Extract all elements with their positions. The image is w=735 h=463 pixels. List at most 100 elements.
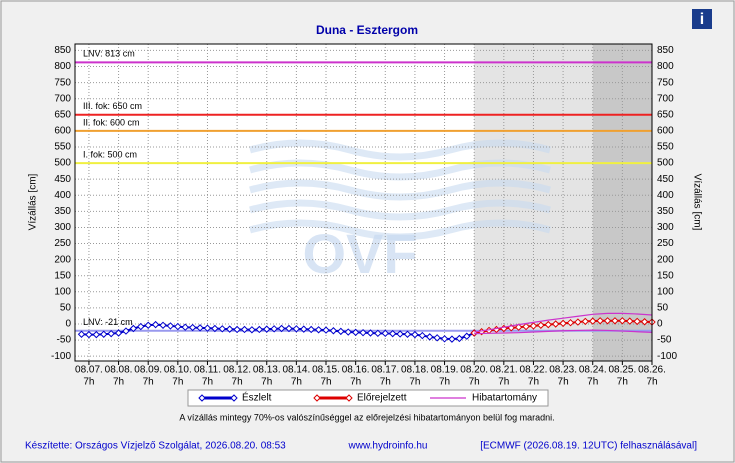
data-point	[537, 321, 545, 329]
note: A vízállás mintegy 70%-os valószínűségge…	[179, 412, 554, 422]
y-tick-label: 650	[54, 109, 71, 120]
footer-author: Készítette: Országos Vízjelző Szolgálat,…	[25, 441, 286, 452]
data-point	[255, 325, 264, 334]
y-tick-label: 0	[65, 319, 71, 330]
y-tick-label: 750	[54, 77, 71, 88]
y-tick-label: 150	[54, 270, 71, 281]
data-point	[411, 330, 419, 339]
data-point	[589, 317, 597, 325]
chart-title: Duna - Esztergom	[316, 23, 418, 37]
error-band-lower	[474, 329, 653, 335]
y2-tick-label: 250	[657, 238, 674, 249]
x-tick-label: 08.13.	[253, 365, 281, 376]
data-point	[603, 317, 612, 325]
legend-marker	[230, 394, 238, 402]
x-tick-sublabel: 7h	[172, 377, 183, 388]
data-point	[433, 334, 441, 342]
data-point	[626, 317, 634, 325]
y2-axis-label: Vízállás [cm]	[691, 174, 702, 231]
y2-tick-label: 850	[657, 45, 674, 56]
y-tick-label: 850	[54, 45, 71, 56]
y2-tick-label: 750	[657, 77, 674, 88]
legend	[187, 389, 549, 407]
data-point	[329, 327, 338, 335]
reference-label: LNV: 813 cm	[83, 49, 135, 59]
legend-label: Hibatartomány	[472, 393, 537, 404]
x-tick-sublabel: 7h	[232, 377, 243, 388]
x-tick-sublabel: 7h	[320, 377, 331, 388]
data-point	[618, 317, 627, 325]
legend-marker	[198, 394, 206, 402]
data-point	[285, 324, 293, 333]
y2-tick-label: 400	[657, 190, 674, 201]
y-tick-label: 300	[54, 222, 71, 233]
data-point	[92, 330, 101, 339]
x-tick-label: 08.07.	[75, 365, 103, 376]
data-point	[129, 324, 138, 333]
data-point	[440, 335, 449, 343]
x-tick-sublabel: 7h	[113, 377, 124, 388]
data-point	[388, 329, 397, 338]
x-tick-sublabel: 7h	[350, 377, 361, 388]
reference-label: III. fok: 650 cm	[83, 101, 142, 111]
x-tick-sublabel: 7h	[439, 377, 450, 388]
y2-tick-label: -100	[657, 351, 677, 362]
watermark-wave	[249, 199, 551, 221]
x-tick-label: 08.26.	[638, 365, 666, 376]
data-point	[522, 322, 530, 331]
data-point	[263, 325, 271, 333]
error-band-upper	[474, 312, 653, 333]
y2-tick-label: -50	[657, 335, 672, 346]
x-tick-sublabel: 7h	[498, 377, 509, 388]
y2-tick-label: 550	[657, 142, 674, 153]
legend-marker	[345, 394, 353, 402]
info-icon-text[interactable]: i	[700, 11, 704, 28]
data-point	[344, 328, 352, 336]
data-point	[366, 329, 375, 337]
data-point	[181, 323, 189, 331]
x-tick-sublabel: 7h	[617, 377, 628, 388]
data-point	[359, 328, 367, 337]
data-point	[322, 326, 330, 334]
data-point	[581, 317, 590, 326]
y2-tick-label: 450	[657, 174, 674, 185]
y-tick-label: 400	[54, 190, 71, 201]
x-tick-label: 08.20.	[460, 365, 488, 376]
data-point	[188, 323, 197, 332]
data-point	[574, 318, 582, 326]
y2-tick-label: 100	[657, 286, 674, 297]
y-tick-label: 100	[54, 286, 71, 297]
data-point	[248, 326, 256, 334]
watermark-wave	[249, 139, 551, 161]
x-tick-sublabel: 7h	[202, 377, 213, 388]
data-point	[463, 332, 471, 340]
y2-tick-label: 300	[657, 222, 674, 233]
info-icon[interactable]	[692, 9, 712, 29]
data-point	[307, 325, 315, 334]
x-tick-label: 08.23.	[549, 365, 577, 376]
x-tick-label: 08.12.	[223, 365, 251, 376]
data-point	[351, 328, 360, 337]
footer-source: [ECMWF (2026.08.19. 12UTC) felhasználásá…	[480, 441, 697, 452]
y-tick-label: 450	[54, 174, 71, 185]
data-point	[374, 329, 382, 338]
reference-label: LNV: -21 cm	[83, 317, 133, 327]
data-point	[633, 317, 641, 326]
watermark-wave	[249, 219, 551, 241]
y2-tick-label: 700	[657, 93, 674, 104]
data-point	[418, 331, 427, 340]
y-tick-label: 350	[54, 206, 71, 217]
y-tick-label: -100	[51, 351, 71, 362]
y2-tick-label: 50	[657, 303, 669, 314]
data-point	[151, 320, 160, 329]
data-point	[544, 320, 552, 329]
data-point	[159, 321, 167, 329]
data-point	[77, 330, 86, 338]
x-tick-sublabel: 7h	[646, 377, 657, 388]
data-point	[225, 325, 234, 333]
y-tick-label: 200	[54, 254, 71, 265]
data-point	[292, 325, 301, 333]
x-tick-sublabel: 7h	[528, 377, 539, 388]
